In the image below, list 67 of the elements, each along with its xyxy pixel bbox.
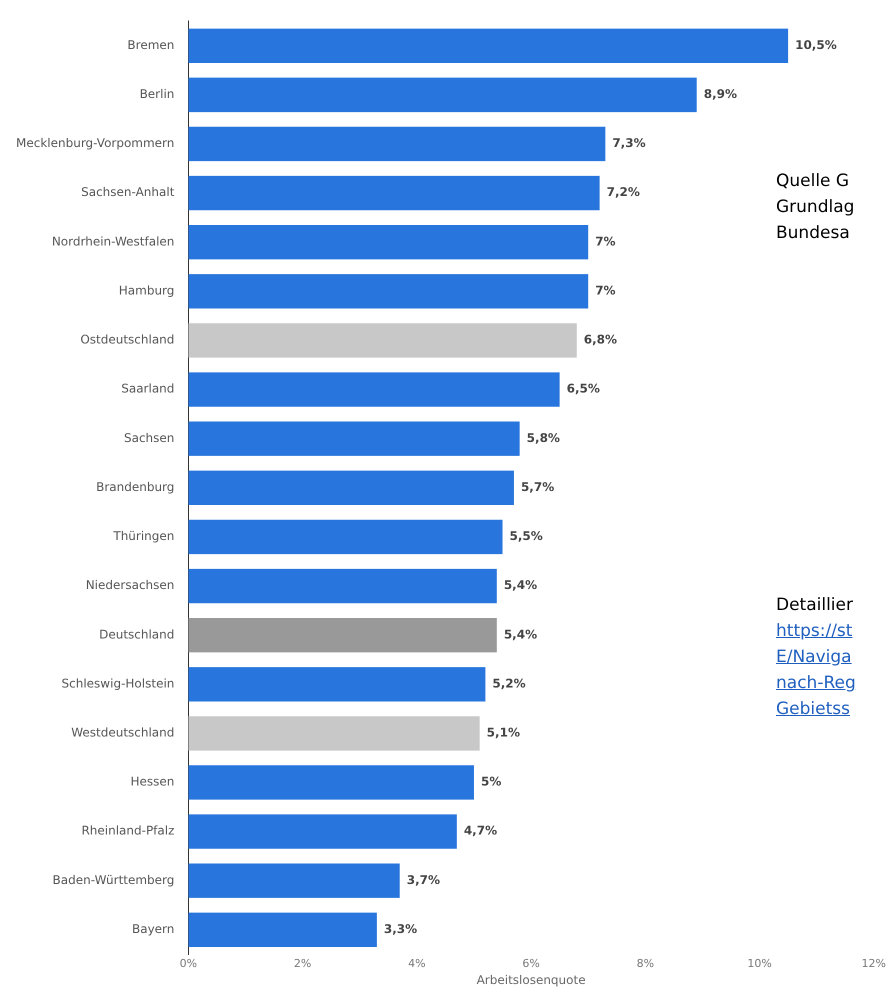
bar <box>188 814 457 849</box>
x-tick-label: 10% <box>747 956 772 970</box>
y-tick-label: Berlin <box>140 87 174 101</box>
bar <box>188 372 560 407</box>
x-axis-title: Arbeitslosenquote <box>476 972 586 987</box>
bar <box>188 765 474 800</box>
y-tick-label: Niedersachsen <box>86 578 174 592</box>
data-label: 7% <box>595 234 616 248</box>
y-tick-label: Brandenburg <box>96 480 174 494</box>
annotation: Detaillier https://st E/Naviga nach-Reg Gebietss <box>776 595 856 719</box>
data-label: 5,4% <box>504 627 538 642</box>
y-tick-label: Hessen <box>130 774 174 789</box>
data-label: 8,9% <box>704 87 737 101</box>
bar <box>188 421 520 456</box>
data-label: 5% <box>480 774 502 789</box>
data-label: 4,7% <box>464 824 498 838</box>
bar <box>188 78 697 112</box>
bar <box>188 28 788 63</box>
x-tick-label: 2% <box>294 956 312 970</box>
annotation: Quelle G Grundlag Bundesa <box>776 171 854 243</box>
x-tick-label: 6% <box>522 956 540 970</box>
bar <box>188 618 497 652</box>
y-tick-label: Schleswig-Holstein <box>62 676 174 690</box>
bar <box>188 864 400 898</box>
data-label: 6,5% <box>566 382 600 396</box>
y-tick-label: Sachsen-Anhalt <box>81 185 175 200</box>
bar <box>188 126 606 162</box>
data-label: 5,5% <box>510 529 543 544</box>
x-tick-label: 0% <box>180 956 198 970</box>
y-tick-label: Bremen <box>127 38 174 52</box>
data-label: 3,3% <box>384 922 418 936</box>
y-tick-label: Nordrhein-Westfalen <box>52 234 174 248</box>
bar <box>188 274 588 309</box>
data-label: 5,2% <box>492 676 526 690</box>
y-tick-label: Hamburg <box>118 283 174 298</box>
bar <box>188 667 486 702</box>
x-tick-label: 4% <box>408 956 426 970</box>
y-tick-label: Ostdeutschland <box>80 332 174 347</box>
data-label: 5,4% <box>504 578 538 592</box>
bar <box>188 323 577 358</box>
data-label: 5,7% <box>520 480 554 494</box>
y-tick-label: Mecklenburg-Vorpommern <box>16 136 174 150</box>
y-tick-label: Rheinland-Pfalz <box>81 824 174 838</box>
y-tick-label: Saarland <box>121 382 174 396</box>
y-tick-label: Baden-Württemberg <box>52 872 174 887</box>
bar <box>188 716 480 751</box>
x-tick-label: 8% <box>636 956 654 970</box>
bar <box>188 568 497 604</box>
data-label: 5,1% <box>486 726 520 740</box>
y-tick-label: Thüringen <box>112 529 174 544</box>
data-label: 10,5% <box>795 38 837 52</box>
bar <box>188 470 514 505</box>
y-tick-label: Deutschland <box>99 627 174 642</box>
data-label: 5,8% <box>526 430 560 445</box>
data-label: 7,2% <box>606 185 640 200</box>
bar <box>188 912 377 948</box>
y-tick-label: Sachsen <box>124 430 174 445</box>
data-label: 3,7% <box>406 872 440 887</box>
x-tick-label: 12% <box>862 956 886 970</box>
bar <box>188 520 503 554</box>
data-label: 7,3% <box>612 136 646 150</box>
bar <box>188 176 600 210</box>
y-tick-label: Westdeutschland <box>71 726 174 740</box>
y-tick-label: Bayern <box>132 922 174 936</box>
data-label: 7% <box>595 283 616 298</box>
bar <box>188 225 588 260</box>
data-label: 6,8% <box>584 332 618 347</box>
